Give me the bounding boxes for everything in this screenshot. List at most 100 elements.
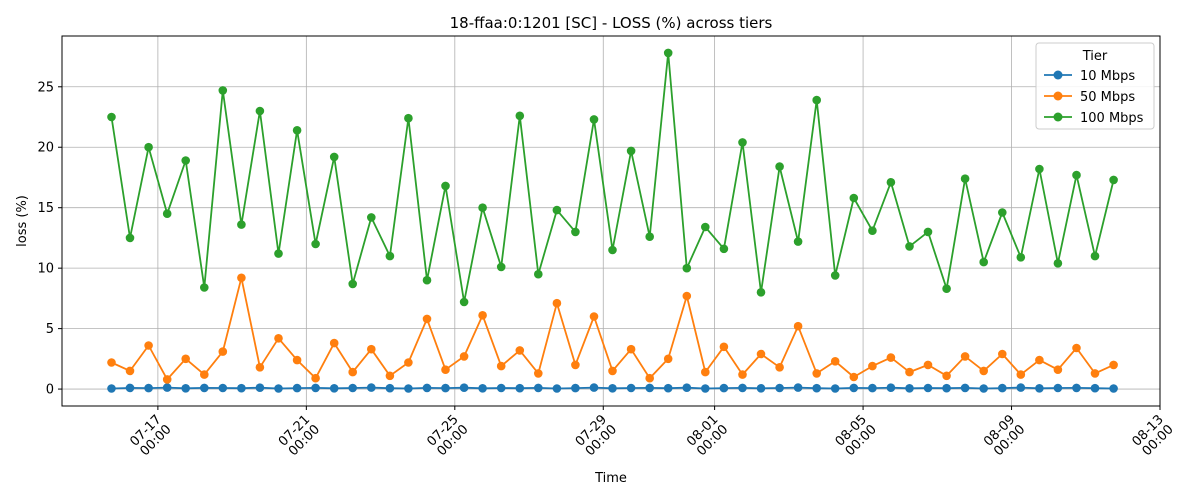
data-point-50mbps xyxy=(107,358,116,367)
data-point-10mbps xyxy=(979,384,988,393)
data-point-100mbps xyxy=(793,237,803,246)
data-point-50mbps xyxy=(886,353,896,362)
data-point-50mbps xyxy=(663,354,673,364)
data-point-10mbps xyxy=(1053,383,1063,393)
data-point-100mbps xyxy=(237,220,246,229)
data-point-50mbps xyxy=(274,334,283,343)
data-point-100mbps xyxy=(534,269,543,279)
data-point-50mbps xyxy=(1016,370,1026,379)
data-point-10mbps xyxy=(738,383,747,393)
data-point-100mbps xyxy=(626,146,636,156)
series-100mbps xyxy=(107,48,1118,307)
data-point-100mbps xyxy=(218,86,228,95)
data-point-10mbps xyxy=(589,383,599,392)
data-point-50mbps xyxy=(868,361,877,371)
data-point-50mbps xyxy=(237,273,246,283)
data-point-100mbps xyxy=(756,288,766,297)
data-point-100mbps xyxy=(274,249,283,258)
data-point-50mbps xyxy=(218,347,228,356)
y-tick-label: 15 xyxy=(37,201,54,216)
legend: Tier 10 Mbps 50 Mbps 100 Mbps xyxy=(1035,42,1155,130)
data-point-50mbps xyxy=(367,344,376,354)
data-point-10mbps xyxy=(886,383,896,393)
data-point-100mbps xyxy=(292,126,302,135)
data-point-10mbps xyxy=(1109,384,1118,393)
data-point-50mbps xyxy=(162,375,172,384)
y-tick-label: 0 xyxy=(46,383,54,398)
data-point-50mbps xyxy=(571,360,580,370)
data-point-100mbps xyxy=(1016,252,1026,262)
legend-label-100mbps: 100 Mbps xyxy=(1080,111,1144,126)
data-point-10mbps xyxy=(348,383,358,393)
data-point-10mbps xyxy=(1016,383,1026,392)
series-layer xyxy=(107,48,1118,393)
data-point-100mbps xyxy=(960,174,970,183)
data-point-50mbps xyxy=(830,357,840,366)
series-10mbps xyxy=(107,383,1118,393)
data-point-100mbps xyxy=(701,222,710,232)
data-point-100mbps xyxy=(552,205,562,215)
data-point-100mbps xyxy=(589,115,599,124)
data-point-50mbps xyxy=(1053,365,1063,375)
data-point-50mbps xyxy=(292,355,302,365)
legend-box xyxy=(1035,42,1155,130)
data-point-50mbps xyxy=(385,371,395,381)
data-point-10mbps xyxy=(812,383,821,393)
data-point-100mbps xyxy=(905,242,914,251)
data-point-10mbps xyxy=(200,383,209,393)
data-point-10mbps xyxy=(534,383,543,393)
data-point-10mbps xyxy=(1072,383,1081,393)
data-point-100mbps xyxy=(571,227,580,237)
data-point-10mbps xyxy=(311,383,320,393)
data-point-100mbps xyxy=(849,193,859,203)
data-point-100mbps xyxy=(125,233,135,243)
data-point-100mbps xyxy=(812,95,821,105)
data-point-10mbps xyxy=(868,383,877,393)
data-point-100mbps xyxy=(663,48,673,58)
data-point-10mbps xyxy=(663,383,673,393)
data-point-100mbps xyxy=(998,208,1007,217)
data-point-50mbps xyxy=(1072,343,1081,353)
data-point-10mbps xyxy=(942,383,951,393)
data-point-10mbps xyxy=(422,383,432,393)
data-point-50mbps xyxy=(626,344,636,354)
data-point-100mbps xyxy=(181,156,190,165)
data-point-50mbps xyxy=(329,338,339,348)
data-point-50mbps xyxy=(441,365,450,375)
data-point-10mbps xyxy=(756,384,766,393)
y-tick-label: 20 xyxy=(37,141,54,156)
data-point-10mbps xyxy=(626,383,636,393)
legend-entry-100mbps: 100 Mbps xyxy=(1044,111,1144,126)
data-point-100mbps xyxy=(404,113,413,123)
data-point-10mbps xyxy=(162,383,172,392)
data-point-100mbps xyxy=(645,232,654,241)
data-point-10mbps xyxy=(478,384,487,393)
data-point-50mbps xyxy=(348,367,358,377)
y-tick-label: 10 xyxy=(37,262,54,277)
data-point-100mbps xyxy=(367,213,376,222)
data-point-10mbps xyxy=(292,383,302,393)
data-point-100mbps xyxy=(311,239,320,249)
data-point-100mbps xyxy=(1090,251,1100,261)
data-point-10mbps xyxy=(329,384,339,393)
data-point-100mbps xyxy=(738,138,747,147)
data-point-100mbps xyxy=(144,142,153,152)
data-point-50mbps xyxy=(849,372,859,382)
data-point-50mbps xyxy=(1090,369,1100,378)
legend-marker-50mbps xyxy=(1053,91,1063,101)
x-axis-title: Time xyxy=(594,471,627,486)
data-point-50mbps xyxy=(738,370,747,379)
data-point-100mbps xyxy=(162,209,172,218)
data-point-50mbps xyxy=(682,291,692,301)
data-point-50mbps xyxy=(1035,355,1044,365)
data-point-100mbps xyxy=(385,251,395,261)
data-point-10mbps xyxy=(255,383,265,393)
data-point-10mbps xyxy=(404,384,413,393)
data-point-50mbps xyxy=(998,349,1007,359)
legend-marker-100mbps xyxy=(1053,112,1063,122)
data-point-10mbps xyxy=(459,383,469,393)
data-point-100mbps xyxy=(830,271,840,280)
data-point-50mbps xyxy=(923,360,933,370)
data-point-10mbps xyxy=(793,383,803,392)
